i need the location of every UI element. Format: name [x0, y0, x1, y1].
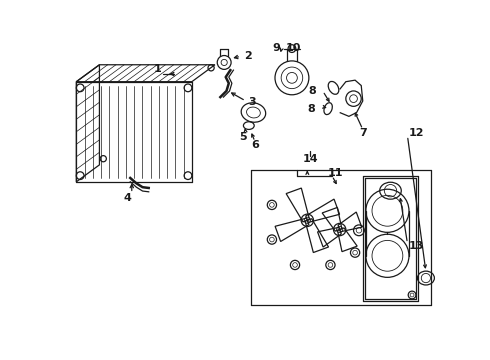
Text: 2: 2	[244, 51, 252, 61]
Text: 8: 8	[307, 104, 315, 114]
Text: 10: 10	[286, 43, 301, 53]
Text: 11: 11	[328, 167, 343, 177]
Text: 12: 12	[409, 128, 424, 138]
Text: 7: 7	[359, 127, 367, 138]
Text: 8: 8	[309, 86, 317, 96]
Text: 9: 9	[272, 43, 280, 53]
Text: 5: 5	[239, 132, 246, 142]
Text: 13: 13	[409, 241, 424, 251]
Text: 14: 14	[303, 154, 318, 164]
Text: 3: 3	[248, 97, 256, 107]
Text: 6: 6	[251, 140, 259, 150]
Text: 4: 4	[124, 193, 132, 203]
Text: 1: 1	[153, 64, 161, 75]
